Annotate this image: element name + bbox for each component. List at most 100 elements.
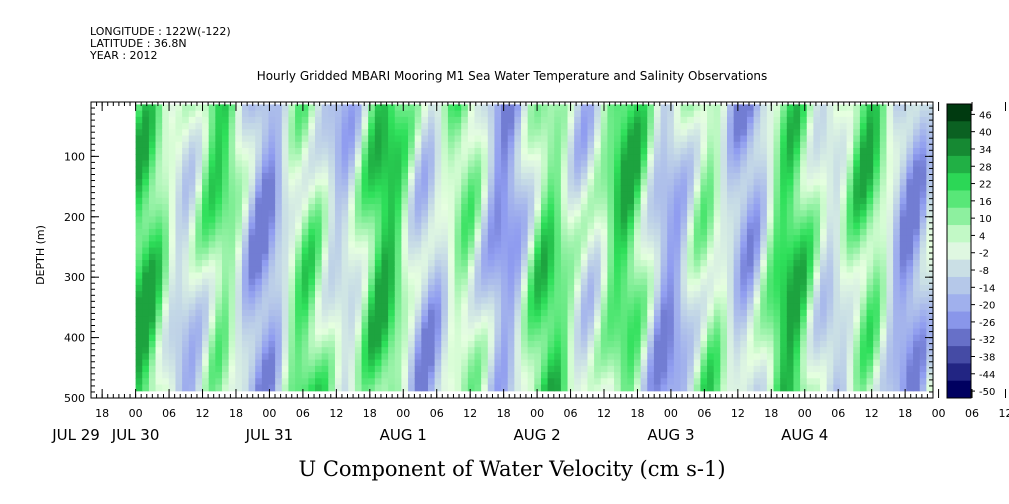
heatmap-cell — [620, 154, 628, 162]
heatmap-cell — [341, 166, 349, 174]
heatmap-cell — [182, 347, 190, 354]
heatmap-cell — [640, 365, 648, 373]
heatmap-cell — [494, 359, 502, 367]
heatmap-cell — [388, 278, 396, 286]
heatmap-cell — [255, 309, 263, 317]
heatmap-cell — [155, 241, 163, 249]
heatmap-cell — [846, 297, 854, 305]
heatmap-cell — [315, 179, 323, 186]
heatmap-cell — [241, 104, 250, 112]
heatmap-cell — [820, 235, 828, 242]
heatmap-cell — [381, 123, 389, 130]
heatmap-cell — [135, 172, 143, 180]
heatmap-cell — [547, 272, 555, 280]
heatmap-cell — [288, 328, 296, 336]
heatmap-cell — [155, 216, 163, 224]
heatmap-cell — [554, 160, 562, 168]
heatmap-cell — [627, 247, 635, 255]
heatmap-cell — [308, 191, 316, 199]
heatmap-cell — [221, 365, 230, 373]
heatmap-cell — [441, 334, 449, 342]
heatmap-cell — [786, 235, 795, 242]
heatmap-cell — [441, 110, 449, 118]
heatmap-cell — [826, 179, 834, 186]
heatmap-cell — [341, 110, 349, 118]
heatmap-cell — [727, 116, 735, 124]
heatmap-cell — [567, 303, 575, 311]
heatmap-cell — [766, 297, 775, 305]
heatmap-cell — [826, 334, 834, 342]
heatmap-cell — [554, 353, 562, 361]
heatmap-cell — [341, 359, 349, 367]
heatmap-cell — [202, 160, 210, 168]
heatmap-cell — [454, 241, 462, 249]
heatmap-cell — [301, 172, 309, 180]
heatmap-cell — [295, 253, 303, 261]
heatmap-cell — [507, 179, 515, 186]
heatmap-cell — [481, 284, 489, 292]
heatmap-cell — [574, 384, 582, 392]
heatmap-cell — [381, 154, 389, 162]
heatmap-cell — [341, 260, 349, 267]
heatmap-cell — [215, 116, 223, 124]
heatmap-cell — [381, 129, 389, 137]
heatmap-cell — [288, 253, 296, 261]
heatmap-cell — [361, 284, 369, 292]
heatmap-cell — [746, 316, 755, 323]
heatmap-cell — [766, 147, 775, 155]
heatmap-cell — [653, 154, 662, 162]
heatmap-cell — [507, 154, 515, 162]
heatmap-cell — [148, 204, 157, 211]
heatmap-cell — [281, 104, 290, 112]
heatmap-cell — [361, 197, 369, 205]
heatmap-cell — [228, 147, 236, 155]
heatmap-cell — [182, 272, 190, 280]
heatmap-cell — [467, 347, 476, 354]
heatmap-cell — [647, 216, 655, 224]
heatmap-cell — [614, 297, 622, 305]
heatmap-cell — [381, 210, 389, 218]
heatmap-cell — [195, 191, 203, 199]
heatmap-cell — [295, 272, 303, 280]
heatmap-cell — [354, 172, 363, 180]
heatmap-cell — [481, 197, 489, 205]
heatmap-cell — [188, 160, 197, 168]
heatmap-cell — [235, 334, 243, 342]
heatmap-cell — [853, 216, 861, 224]
heatmap-cell — [820, 166, 828, 174]
heatmap-cell — [381, 384, 389, 392]
heatmap-cell — [839, 316, 848, 323]
heatmap-cell — [680, 154, 688, 162]
heatmap-cell — [786, 160, 795, 168]
heatmap-cell — [833, 316, 841, 323]
heatmap-cell — [408, 222, 416, 230]
heatmap-cell — [527, 272, 535, 280]
heatmap-cell — [467, 166, 476, 174]
heatmap-cell — [806, 222, 814, 230]
heatmap-cell — [427, 334, 436, 342]
heatmap-cell — [188, 228, 197, 236]
heatmap-cell — [447, 123, 456, 130]
heatmap-cell — [408, 235, 416, 242]
heatmap-cell — [760, 210, 768, 218]
heatmap-cell — [501, 129, 509, 137]
heatmap-cell — [487, 378, 496, 386]
heatmap-cell — [474, 297, 482, 305]
heatmap-cell — [295, 222, 303, 230]
heatmap-cell — [507, 228, 515, 236]
heatmap-cell — [275, 334, 283, 342]
heatmap-cell — [673, 253, 682, 261]
heatmap-cell — [620, 228, 628, 236]
heatmap-cell — [135, 378, 143, 386]
heatmap-cell — [693, 110, 702, 118]
heatmap-cell — [348, 378, 356, 386]
heatmap-cell — [833, 334, 841, 342]
heatmap-cell — [481, 191, 489, 199]
heatmap-cell — [647, 204, 655, 211]
heatmap-cell — [800, 216, 808, 224]
heatmap-cell — [182, 172, 190, 180]
heatmap-cell — [328, 347, 336, 354]
heatmap-cell — [839, 353, 848, 361]
heatmap-cell — [281, 303, 290, 311]
heatmap-cell — [494, 291, 502, 298]
